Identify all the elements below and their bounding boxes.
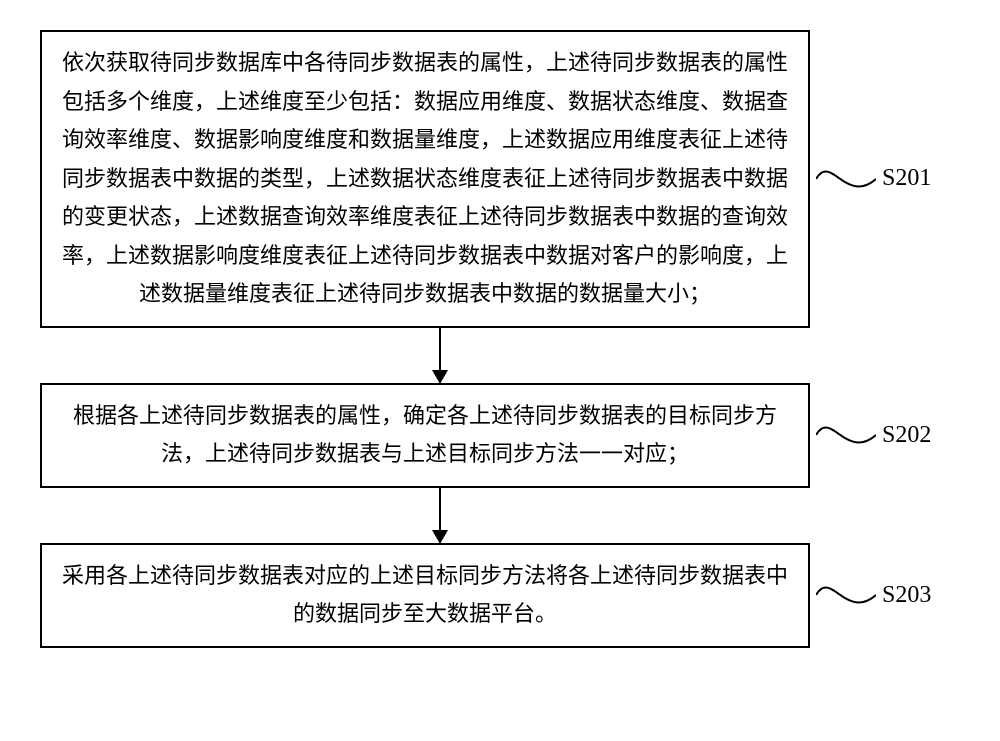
step-text: 依次获取待同步数据库中各待同步数据表的属性，上述待同步数据表的属性包括多个维度，… <box>60 44 790 314</box>
flow-arrow <box>439 328 441 383</box>
flow-arrow <box>439 488 441 543</box>
step-label: S202 <box>882 422 931 449</box>
step-label: S203 <box>882 582 931 609</box>
step-label-connector: S202 <box>816 415 956 455</box>
step-row: 根据各上述待同步数据表的属性，确定各上述待同步数据表的目标同步方法，上述待同步数… <box>40 383 980 488</box>
connector-curve-icon <box>816 415 876 455</box>
connector-curve-icon <box>816 575 876 615</box>
step-row: 依次获取待同步数据库中各待同步数据表的属性，上述待同步数据表的属性包括多个维度，… <box>40 30 980 328</box>
step-box-s202: 根据各上述待同步数据表的属性，确定各上述待同步数据表的目标同步方法，上述待同步数… <box>40 383 810 488</box>
connector-curve-icon <box>816 159 876 199</box>
flowchart-container: 依次获取待同步数据库中各待同步数据表的属性，上述待同步数据表的属性包括多个维度，… <box>40 30 980 648</box>
step-box-s203: 采用各上述待同步数据表对应的上述目标同步方法将各上述待同步数据表中的数据同步至大… <box>40 543 810 648</box>
step-label-connector: S203 <box>816 575 956 615</box>
step-label-connector: S201 <box>816 159 956 199</box>
step-label: S201 <box>882 165 931 192</box>
step-text: 根据各上述待同步数据表的属性，确定各上述待同步数据表的目标同步方法，上述待同步数… <box>60 397 790 474</box>
step-box-s201: 依次获取待同步数据库中各待同步数据表的属性，上述待同步数据表的属性包括多个维度，… <box>40 30 810 328</box>
step-row: 采用各上述待同步数据表对应的上述目标同步方法将各上述待同步数据表中的数据同步至大… <box>40 543 980 648</box>
step-text: 采用各上述待同步数据表对应的上述目标同步方法将各上述待同步数据表中的数据同步至大… <box>60 557 790 634</box>
